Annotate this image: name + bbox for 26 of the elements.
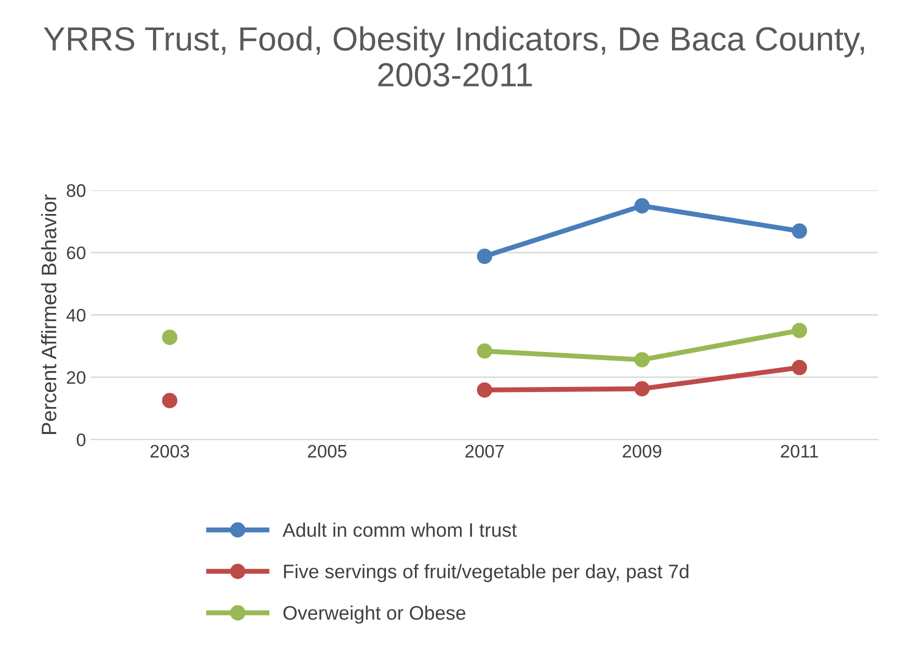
x-tick-label: 2003 bbox=[150, 444, 190, 458]
x-tick-label: 2007 bbox=[465, 444, 504, 458]
point bbox=[634, 352, 650, 368]
chart-title: YRRS Trust, Food, Obesity Indicators, De Baca County, 2003-2011 bbox=[44, 26, 864, 87]
point bbox=[634, 381, 650, 396]
y-tick-label: 80 bbox=[66, 184, 86, 197]
x-tick-label: 2011 bbox=[780, 444, 818, 458]
point bbox=[476, 248, 492, 264]
legend-label: Five servings of fruit/vegetable per day, past 7d bbox=[284, 564, 688, 582]
y-tick-label: 0 bbox=[76, 433, 86, 446]
point bbox=[634, 198, 650, 214]
y-tick-label: 40 bbox=[66, 308, 86, 322]
y-tick-label: 20 bbox=[66, 371, 86, 384]
legend-label: Adult in comm whom I trust bbox=[282, 522, 517, 537]
point bbox=[476, 343, 492, 359]
x-tick-label: 2009 bbox=[622, 444, 662, 458]
point bbox=[476, 382, 492, 398]
point bbox=[162, 330, 178, 345]
legend-label: Overweight or Obese bbox=[283, 606, 466, 624]
point bbox=[792, 322, 808, 338]
point bbox=[792, 360, 808, 376]
x-tick-label: 2005 bbox=[308, 444, 346, 458]
point bbox=[792, 223, 808, 239]
y-axis-title: Percent Affirmed Behavior bbox=[41, 194, 56, 434]
point bbox=[162, 392, 178, 408]
y-tick-label: 60 bbox=[66, 246, 86, 260]
